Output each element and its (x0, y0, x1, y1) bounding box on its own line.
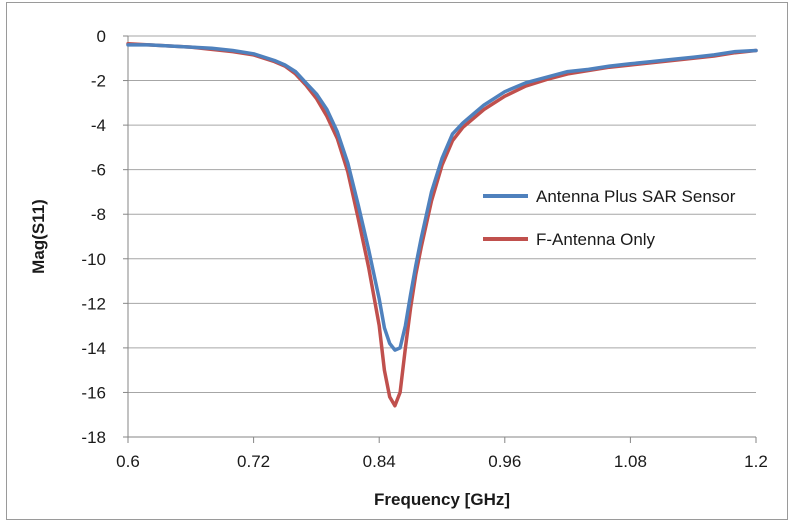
y-tick-label: -4 (91, 116, 106, 135)
legend-label: F-Antenna Only (536, 230, 656, 249)
x-tick-label: 1.2 (744, 452, 768, 471)
x-tick-label: 0.96 (488, 452, 521, 471)
y-tick-label: -18 (81, 428, 106, 447)
y-tick-label: -14 (81, 339, 106, 358)
x-tick-label: 0.6 (116, 452, 140, 471)
x-tick-label: 0.72 (237, 452, 270, 471)
y-tick-label: -2 (91, 72, 106, 91)
y-tick-label: 0 (97, 27, 106, 46)
y-tick-label: -8 (91, 205, 106, 224)
y-tick-label: -16 (81, 383, 106, 402)
y-axis-title: Mag(S11) (29, 199, 48, 274)
y-tick-label: -10 (81, 250, 106, 269)
legend-label: Antenna Plus SAR Sensor (536, 187, 736, 206)
x-tick-label: 1.08 (614, 452, 647, 471)
series-line-antenna-plus-sar-sensor (126, 43, 758, 352)
x-tick-label: 0.84 (363, 452, 396, 471)
series-line-f-antenna-only (126, 42, 758, 408)
chart-frame (6, 2, 788, 520)
y-tick-label: -6 (91, 161, 106, 180)
y-tick-label: -12 (81, 294, 106, 313)
x-axis-title: Frequency [GHz] (374, 490, 510, 509)
